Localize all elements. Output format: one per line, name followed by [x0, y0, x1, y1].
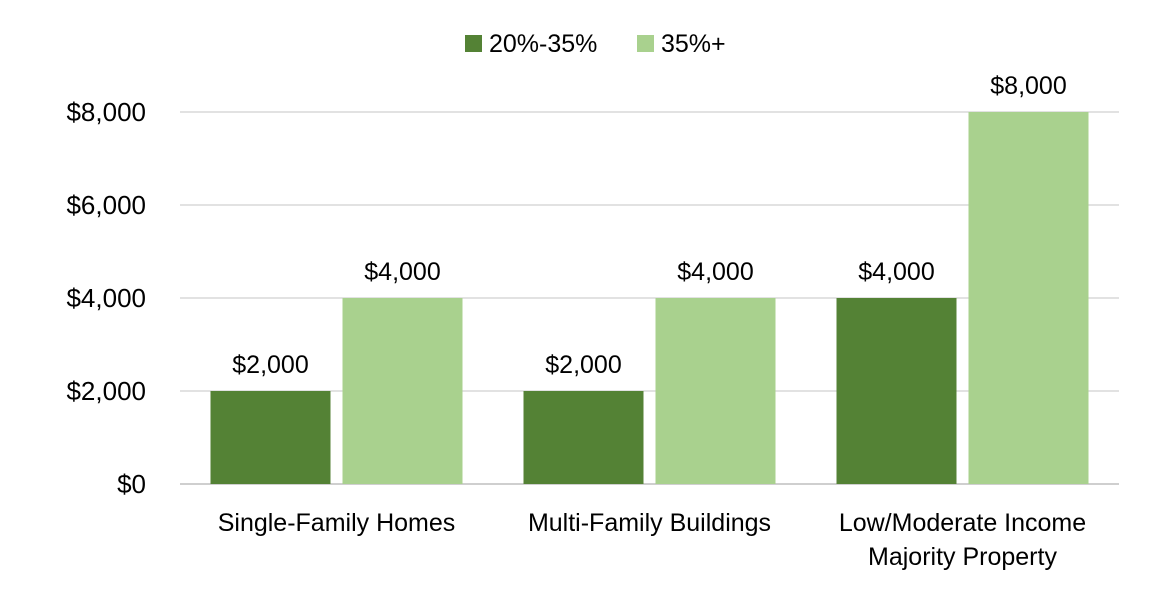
legend-swatch	[465, 35, 482, 52]
y-tick-label: $8,000	[66, 97, 146, 127]
y-tick-label: $6,000	[66, 190, 146, 220]
data-label: $4,000	[677, 258, 753, 286]
x-category-label: Low/Moderate Income	[839, 509, 1086, 537]
legend: 20%-35% 35%+	[465, 30, 726, 58]
bars	[210, 112, 1089, 484]
gridlines	[180, 111, 1119, 485]
bar	[655, 298, 776, 484]
x-category-label: Multi-Family Buildings	[528, 509, 771, 537]
data-label: $2,000	[232, 351, 308, 379]
y-tick-label: $4,000	[66, 283, 146, 313]
y-tick-label: $2,000	[66, 376, 146, 406]
legend-label: 20%-35%	[489, 30, 597, 58]
data-labels: $2,000 $4,000 $2,000 $4,000 $4,000 $8,000	[232, 72, 1066, 379]
x-category-label: Majority Property	[868, 543, 1057, 571]
data-label: $2,000	[545, 351, 621, 379]
data-label: $4,000	[364, 258, 440, 286]
x-axis: Single-Family Homes Multi-Family Building…	[218, 509, 1086, 571]
bar	[836, 298, 957, 484]
data-label: $8,000	[990, 72, 1066, 100]
bar	[968, 112, 1089, 484]
legend-swatch	[637, 35, 654, 52]
bar	[523, 391, 644, 484]
data-label: $4,000	[858, 258, 934, 286]
y-axis: $0 $2,000 $4,000 $6,000 $8,000	[66, 97, 146, 499]
bar	[342, 298, 463, 484]
bar	[210, 391, 331, 484]
legend-label: 35%+	[661, 30, 726, 58]
x-category-label: Single-Family Homes	[218, 509, 456, 537]
y-tick-label: $0	[117, 469, 146, 499]
